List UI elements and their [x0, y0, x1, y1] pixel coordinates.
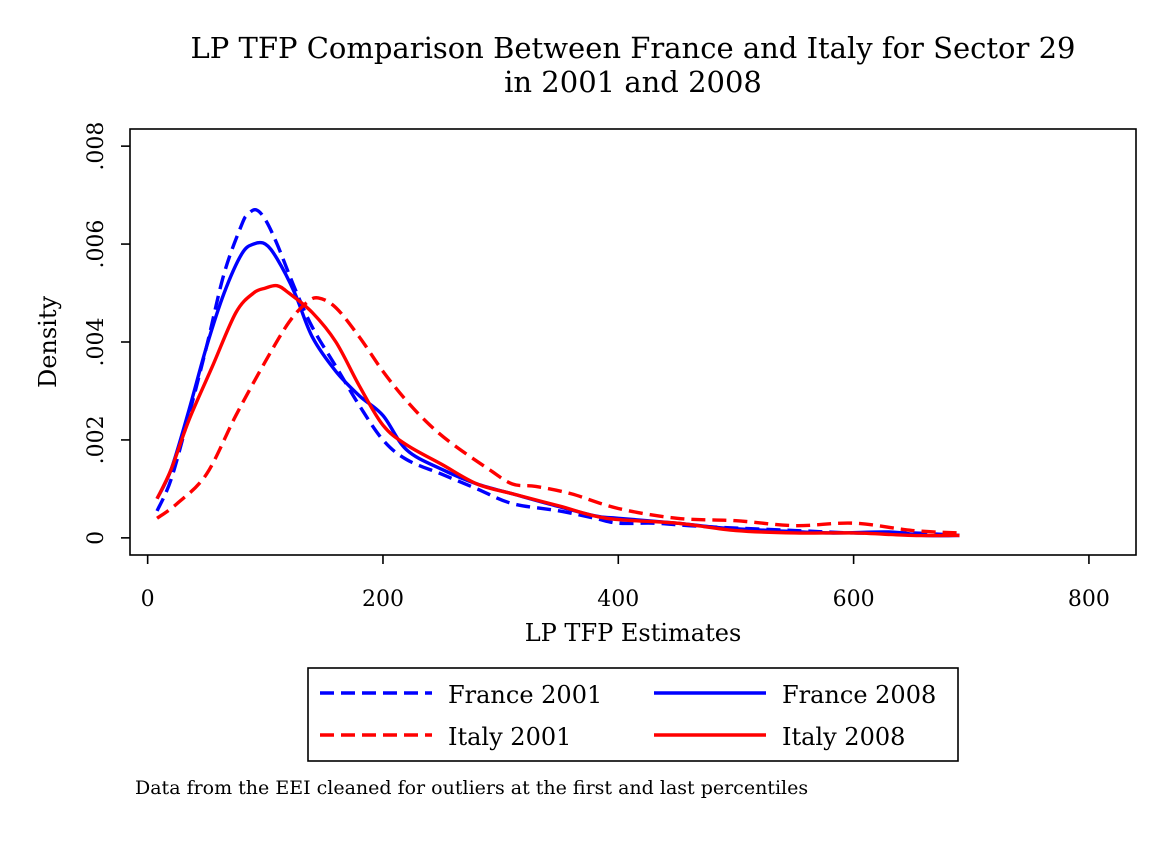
x-tick-label: 400 [597, 587, 639, 612]
x-tick-label: 600 [833, 587, 875, 612]
y-tick-label: 0 [84, 531, 109, 545]
x-axis-title: LP TFP Estimates [525, 619, 742, 647]
x-axis: 0 200 400 600 800 [141, 555, 1110, 612]
series-lines [155, 207, 960, 538]
x-tick-label: 200 [362, 587, 404, 612]
x-tick-label: 800 [1068, 587, 1110, 612]
series-line-italy-2001 [156, 296, 960, 535]
series-line-france-2008 [155, 240, 960, 538]
plot-area [129, 128, 1137, 556]
y-tick-label: .004 [84, 318, 109, 367]
y-axis: 0 .002 .004 .006 .008 [84, 122, 130, 545]
legend-box [307, 667, 959, 762]
series-line-italy-2008 [155, 283, 960, 538]
legend: France 2001 France 2008 Italy 2001 Italy… [307, 667, 959, 762]
legend-label-italy-2001: Italy 2001 [448, 723, 571, 751]
source-note: Data from the EEI cleaned for outliers a… [135, 777, 808, 799]
chart-title-line-2: in 2001 and 2008 [504, 65, 762, 99]
x-tick-label: 0 [141, 587, 155, 612]
y-tick-label: .006 [84, 220, 109, 269]
legend-label-france-2008: France 2008 [782, 681, 936, 709]
legend-label-france-2001: France 2001 [448, 681, 602, 709]
y-axis-title: Density [34, 296, 62, 389]
chart-title-line-1: LP TFP Comparison Between France and Ita… [191, 31, 1076, 65]
y-tick-label: .002 [84, 415, 109, 464]
legend-label-italy-2008: Italy 2008 [782, 723, 905, 751]
y-tick-label: .008 [84, 122, 109, 171]
